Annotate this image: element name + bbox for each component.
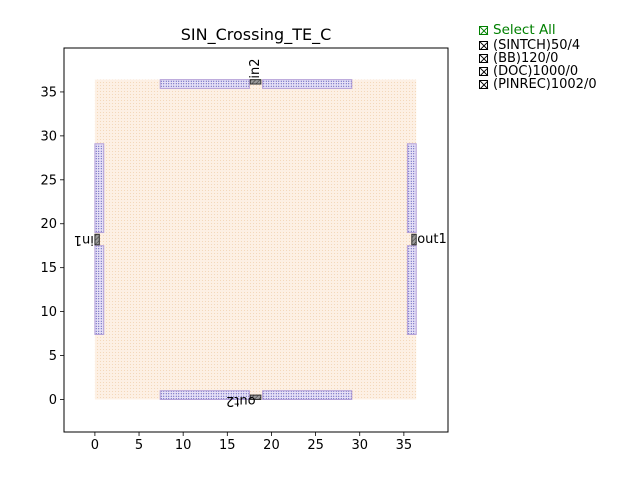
pin-label-out2: out2 <box>226 393 256 408</box>
y-tick-label: 5 <box>49 349 57 364</box>
y-tick-label: 0 <box>49 393 57 408</box>
pin-in2-marker <box>249 79 262 85</box>
cell-boundary-region <box>94 79 417 400</box>
layer-label: (BB)120/0 <box>493 51 559 66</box>
layer-toggle-sintch[interactable]: (SINTCH)50/4 <box>479 39 629 52</box>
x-tick-label: 25 <box>307 438 324 453</box>
waveguide-right-upper-arm <box>406 143 417 234</box>
x-tick-label: 20 <box>263 438 280 453</box>
y-tick-label: 10 <box>40 305 57 320</box>
pin-out1-marker <box>411 233 417 246</box>
layer-label: (SINTCH)50/4 <box>493 38 581 53</box>
y-tick-label: 35 <box>40 85 57 100</box>
waveguide-left-lower-arm <box>94 245 105 335</box>
x-tick-label: 15 <box>219 438 236 453</box>
x-tick-label: 35 <box>396 438 413 453</box>
x-tick-label: 10 <box>175 438 192 453</box>
pin-label-out1: out1 <box>417 232 447 247</box>
y-tick-label: 15 <box>40 261 57 276</box>
pin-label-in2: in2 <box>248 59 263 79</box>
waveguide-bottom-left-arm <box>159 390 250 400</box>
waveguide-top-left-arm <box>159 79 250 89</box>
waveguide-left-upper-arm <box>94 143 105 234</box>
waveguide-top-right-arm <box>262 79 353 89</box>
layer-label: (DOC)1000/0 <box>493 64 579 79</box>
pin-label-in1: in1 <box>74 232 94 247</box>
y-tick-label: 30 <box>40 129 57 144</box>
x-tick-label: 5 <box>135 438 143 453</box>
waveguide-right-lower-arm <box>406 245 417 335</box>
y-tick-label: 20 <box>40 217 57 232</box>
pin-out2-marker <box>249 394 262 400</box>
layer-toggle-doc[interactable]: (DOC)1000/0 <box>479 65 629 78</box>
checkbox-icon[interactable] <box>479 54 488 63</box>
pin-in1-marker <box>94 233 100 246</box>
plot-title: SIN_Crossing_TE_C <box>181 25 332 45</box>
checkbox-icon[interactable] <box>479 26 488 35</box>
y-tick-label: 25 <box>40 173 57 188</box>
checkbox-icon[interactable] <box>479 67 488 76</box>
layer-toggle-pinrec[interactable]: (PINREC)1002/0 <box>479 78 629 91</box>
layer-toggle-bb[interactable]: (BB)120/0 <box>479 52 629 65</box>
waveguide-bottom-right-arm <box>262 390 353 400</box>
axes-frame <box>63 47 449 433</box>
x-tick-label: 0 <box>91 438 99 453</box>
layer-label: (PINREC)1002/0 <box>493 77 597 92</box>
checkbox-icon[interactable] <box>479 80 488 89</box>
checkbox-icon[interactable] <box>479 41 488 50</box>
select-all-toggle[interactable]: Select All <box>479 22 629 39</box>
layer-legend: Select All (SINTCH)50/4 (BB)120/0 (DOC)1… <box>479 22 629 91</box>
select-all-label: Select All <box>493 22 556 38</box>
x-tick-label: 30 <box>351 438 368 453</box>
